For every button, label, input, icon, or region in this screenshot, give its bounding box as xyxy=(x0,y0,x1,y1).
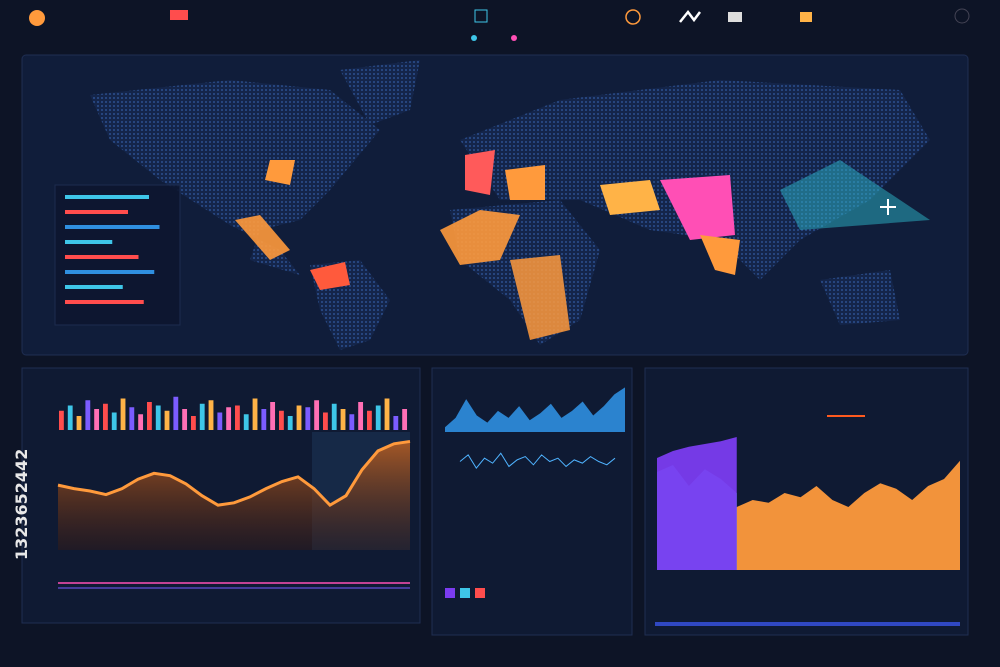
bar xyxy=(217,412,223,430)
world-map xyxy=(90,60,930,350)
bar xyxy=(129,407,135,430)
bar xyxy=(173,396,179,430)
bar xyxy=(323,412,328,430)
bar xyxy=(94,409,100,430)
bar xyxy=(243,414,249,430)
icon[interactable] xyxy=(474,9,488,23)
bar xyxy=(65,285,123,289)
bar xyxy=(296,405,302,430)
bar xyxy=(67,405,73,430)
icon[interactable] xyxy=(625,9,641,25)
bar xyxy=(314,400,320,430)
bar xyxy=(85,400,91,430)
bar xyxy=(65,240,113,244)
icon[interactable] xyxy=(170,10,188,20)
bar xyxy=(252,398,258,430)
area xyxy=(445,387,625,432)
legend-dot xyxy=(511,35,517,41)
bar xyxy=(393,416,399,430)
bar xyxy=(375,405,381,430)
bar xyxy=(182,409,188,430)
bar xyxy=(191,416,196,430)
bar xyxy=(138,414,144,430)
bar xyxy=(199,403,205,430)
legend-dot xyxy=(471,35,477,41)
bar xyxy=(226,407,232,430)
bar xyxy=(340,409,346,430)
bar xyxy=(402,409,408,430)
progress xyxy=(655,622,960,626)
area xyxy=(58,441,410,550)
bar xyxy=(65,225,160,229)
icon[interactable] xyxy=(800,12,812,22)
bar xyxy=(155,405,161,430)
bar xyxy=(65,300,144,304)
bar xyxy=(147,402,152,430)
area xyxy=(657,437,737,570)
bar xyxy=(279,410,284,430)
bar xyxy=(65,210,128,214)
bar xyxy=(349,414,355,430)
logo[interactable] xyxy=(29,10,45,26)
bar xyxy=(103,403,108,430)
bar xyxy=(235,405,240,430)
bar xyxy=(65,195,149,199)
image-id: 1323652442 xyxy=(12,449,31,560)
bar xyxy=(111,412,117,430)
icon[interactable] xyxy=(954,8,970,24)
bar xyxy=(65,255,139,259)
button[interactable] xyxy=(475,588,485,598)
bar xyxy=(358,402,364,430)
bar xyxy=(287,416,293,430)
bar xyxy=(164,410,170,430)
bar xyxy=(384,398,390,430)
bar xyxy=(305,407,311,430)
bar xyxy=(367,410,372,430)
bar xyxy=(59,410,64,430)
bar xyxy=(120,398,126,430)
bar xyxy=(261,409,267,430)
bar xyxy=(270,402,276,430)
bar xyxy=(76,416,82,430)
button[interactable] xyxy=(445,588,455,598)
icon[interactable] xyxy=(728,12,742,22)
button[interactable] xyxy=(460,588,470,598)
line-line xyxy=(459,452,616,469)
area-line xyxy=(57,439,411,508)
icon[interactable] xyxy=(679,9,701,23)
bar xyxy=(65,270,155,274)
bar xyxy=(208,400,214,430)
bar xyxy=(331,403,337,430)
